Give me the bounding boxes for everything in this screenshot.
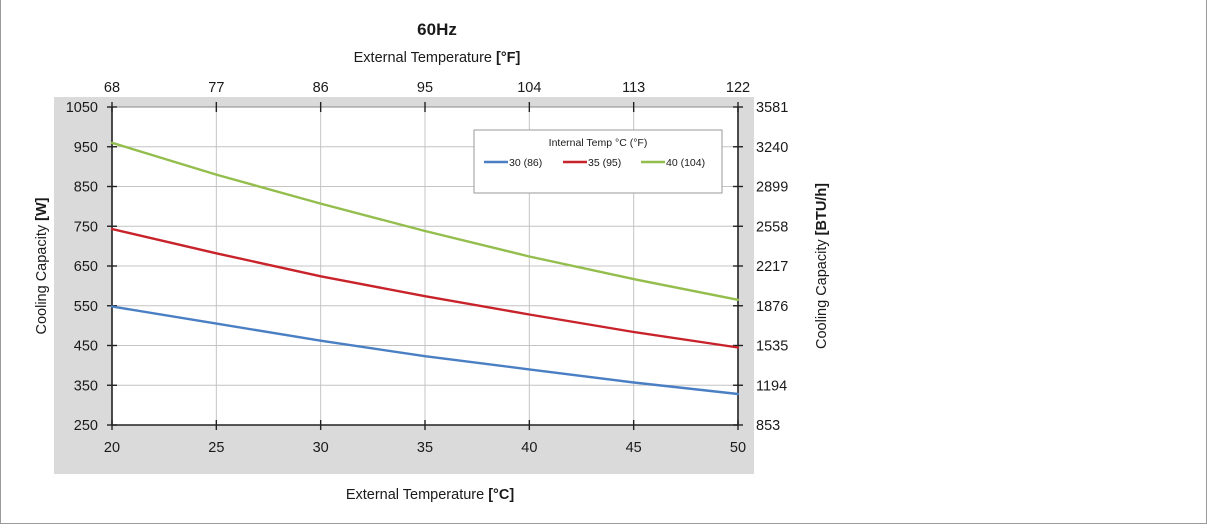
y-right-tick-label: 2899 [756,180,788,196]
axes [107,102,743,430]
top-tick-label: 86 [313,80,329,96]
y-right-tick-label: 1535 [756,339,788,355]
y-left-tick-label: 850 [74,180,98,196]
legend: Internal Temp °C (°F) 30 (86) 35 (95) 40 (… [473,129,723,194]
y-right-axis-title-text: Cooling Capacity [814,235,830,349]
top-tick-label: 68 [104,80,120,96]
x-tick-label: 40 [521,440,537,456]
x-axis-title-text: External Temperature [346,487,488,503]
x-tick-label: 30 [313,440,329,456]
y-right-tick-label: 3581 [756,100,788,116]
y-left-tick-label: 550 [74,299,98,315]
series-line-2 [110,227,740,349]
series-lines [110,141,740,396]
x-tick-label: 35 [417,440,433,456]
x-tick-label: 25 [208,440,224,456]
y-left-tick-label: 650 [74,259,98,275]
top-tick-label: 104 [517,80,541,96]
x-axis-title-unit: [°C] [488,487,514,503]
y-left-tick-label: 450 [74,339,98,355]
x-tick-label: 20 [104,440,120,456]
series-line-3 [110,141,740,301]
top-tick-label: 122 [726,80,750,96]
y-right-tick-label: 1194 [756,378,787,394]
y-left-tick-label: 1050 [66,100,98,116]
legend-items: 30 (86) 35 (95) 40 (104) [484,157,705,169]
y-right-tick-label: 2558 [756,219,788,235]
legend-label-3: 40 (104) [666,157,705,169]
y-right-tick-label: 853 [756,418,780,434]
y-left-tick-label: 250 [74,418,98,434]
x-tick-label: 45 [626,440,642,456]
series-line-1 [110,305,740,396]
y-left-axis-title: Cooling Capacity [W] [34,197,50,334]
y-right-tick-label: 1876 [756,299,788,315]
y-right-axis-title: Cooling Capacity [BTU/h] [814,183,830,349]
top-tick-label: 77 [208,80,224,96]
y-left-axis-title-unit: [W] [34,197,50,221]
y-right-tick-label: 2217 [756,259,788,275]
legend-box [473,129,723,194]
y-right-tick-label: 3240 [756,140,788,156]
legend-label-2: 35 (95) [588,157,621,169]
y-left-tick-label: 950 [74,140,98,156]
top-axis-title-text: External Temperature [354,50,496,66]
legend-title: Internal Temp °C (°F) [549,137,648,149]
top-tick-label: 113 [622,80,645,96]
top-tick-label: 95 [417,80,433,96]
x-axis-title: External Temperature [°C] [346,487,514,503]
y-left-tick-label: 750 [74,219,98,235]
top-axis-title: External Temperature [°F] [354,50,521,66]
y-left-axis-title-text: Cooling Capacity [34,221,50,335]
top-axis-title-unit: [°F] [496,50,520,66]
legend-label-1: 30 (86) [509,157,542,169]
x-tick-label: 50 [730,440,746,456]
chart-title: 60Hz [417,20,457,39]
tick-labels: 20 25 30 35 40 45 50 68 77 86 95 104 113 122 250 350 450… [66,80,789,456]
y-left-tick-label: 350 [74,378,98,394]
y-right-axis-title-unit: [BTU/h] [814,183,830,236]
